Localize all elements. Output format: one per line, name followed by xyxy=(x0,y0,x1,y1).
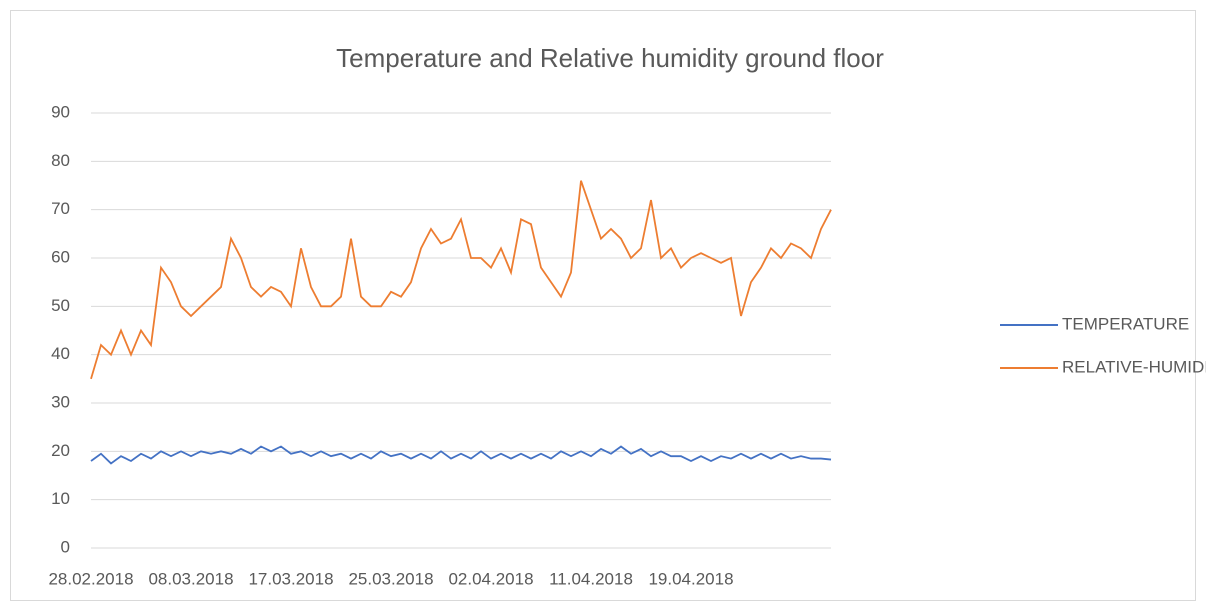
y-tick-label: 60 xyxy=(51,247,70,266)
y-tick-label: 20 xyxy=(51,441,70,460)
y-tick-label: 70 xyxy=(51,199,70,218)
x-tick-label: 19.04.2018 xyxy=(648,569,733,588)
line-series xyxy=(90,445,832,465)
x-tick-label: 28.02.2018 xyxy=(48,569,133,588)
x-tick-label: 25.03.2018 xyxy=(348,569,433,588)
y-tick-label: 90 xyxy=(51,102,70,121)
x-tick-label: 08.03.2018 xyxy=(148,569,233,588)
y-tick-label: 40 xyxy=(51,344,70,363)
y-tick-label: 80 xyxy=(51,151,70,170)
y-tick-label: 0 xyxy=(61,537,70,556)
chart-border xyxy=(10,10,1196,601)
legend-label: RELATIVE-HUMIDITY xyxy=(1062,357,1206,376)
x-tick-label: 02.04.2018 xyxy=(448,569,533,588)
y-tick-label: 50 xyxy=(51,296,70,315)
line-series xyxy=(90,180,832,380)
chart-title: Temperature and Relative humidity ground… xyxy=(336,43,884,73)
x-tick-label: 17.03.2018 xyxy=(248,569,333,588)
legend-label: TEMPERATURE xyxy=(1062,314,1189,333)
y-tick-label: 10 xyxy=(51,489,70,508)
y-tick-label: 30 xyxy=(51,392,70,411)
x-tick-label: 11.04.2018 xyxy=(549,569,633,588)
